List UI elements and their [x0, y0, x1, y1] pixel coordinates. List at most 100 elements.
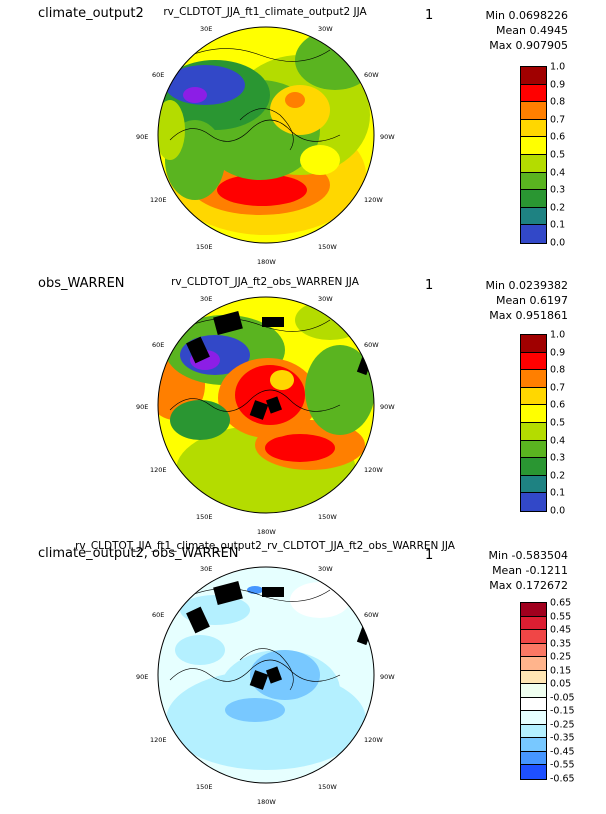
panel-left-label: climate_output2, obs_WARREN — [38, 546, 239, 561]
lon-label: 30E — [200, 295, 212, 303]
colorbar-tick-label: 0.65 — [550, 597, 572, 609]
longitude-labels: 30E 30W 60E 60W 90E 90W 120E 120W 150E 1… — [136, 565, 395, 806]
colorbar-segment — [521, 154, 546, 173]
colorbar-tick-label: 0.8 — [550, 96, 566, 108]
colorbar-segment — [521, 190, 546, 208]
colorbar-tick-label: 0.5 — [550, 417, 566, 429]
polar-map: 30E 30W 60E 60W 90E 90W 120E 120W 150E 1… — [136, 565, 395, 806]
lon-label: 60E — [152, 71, 164, 79]
lon-label: 30W — [318, 295, 333, 303]
colorbar-segment — [521, 724, 546, 739]
colorbar-tick-label: -0.35 — [550, 732, 575, 744]
colorbar-segment — [521, 458, 546, 476]
colorbar-segment — [521, 697, 546, 712]
lon-label: 120E — [150, 466, 167, 474]
colorbar-tick-label: 0.6 — [550, 399, 566, 411]
lon-label: 30W — [318, 25, 333, 33]
colorbar-tick-label: 0.15 — [550, 665, 572, 677]
colorbar-tick-label: 0.9 — [550, 79, 566, 91]
lon-label: 60E — [152, 341, 164, 349]
panel-stats: Min 0.0698226 Mean 0.4945 Max 0.907905 — [486, 8, 569, 53]
lon-label: 90E — [136, 133, 148, 141]
colorbar-tick-label: 0.4 — [550, 435, 566, 447]
colorbar-segment — [521, 630, 546, 644]
colorbar-tick-label: 0.3 — [550, 452, 566, 464]
panel-index-label: 1 — [425, 278, 434, 293]
colorbar-segment — [521, 67, 546, 85]
colorbar-segment — [521, 225, 546, 243]
lon-label: 90W — [380, 133, 395, 141]
lon-label: 120E — [150, 196, 167, 204]
colorbar-tick-label: 0.1 — [550, 219, 566, 231]
colorbar-tick-label: 0.2 — [550, 470, 566, 482]
colorbar-segment — [521, 603, 546, 617]
lon-label: 120W — [364, 466, 383, 474]
panel-title: rv_CLDTOT_JJA_ft2_obs_WARREN JJA — [171, 276, 359, 288]
colorbar-segment — [521, 440, 546, 459]
lon-label: 120W — [364, 736, 383, 744]
colorbar-tick-label: 0.7 — [550, 114, 566, 126]
lon-label: 30W — [318, 565, 333, 573]
colorbar-tick-label: -0.55 — [550, 759, 575, 771]
stat-min: Min -0.583504 — [488, 549, 568, 562]
colorbar-segment — [521, 405, 546, 423]
lon-label: 120E — [150, 736, 167, 744]
colorbar-tick-label: -0.65 — [550, 773, 575, 785]
colorbar-tick-label: 0.6 — [550, 131, 566, 143]
lon-label: 150E — [196, 243, 213, 251]
longitude-labels: 30E 30W 60E 60W 90E 90W 120E 120W 150E 1… — [136, 295, 395, 536]
lon-label: 120W — [364, 196, 383, 204]
colorbar-tick-label: 1.0 — [550, 61, 566, 73]
lon-label: 150W — [318, 513, 337, 521]
colorbar-tick-label: 0.4 — [550, 167, 566, 179]
panel-stats: Min 0.0239382 Mean 0.6197 Max 0.951861 — [486, 278, 569, 323]
lon-label: 60W — [364, 71, 379, 79]
colorbar-segment — [521, 684, 546, 698]
lon-label: 150W — [318, 783, 337, 791]
colorbar-tick-label: -0.25 — [550, 719, 575, 731]
colorbar-tick-label: 0.0 — [550, 237, 566, 249]
colorbar-segment — [521, 335, 546, 353]
colorbar-tick-label: -0.15 — [550, 705, 575, 717]
lon-label: 90W — [380, 673, 395, 681]
stat-min: Min 0.0698226 — [485, 9, 569, 22]
stat-max: Max 0.172672 — [489, 579, 568, 592]
stat-min: Min 0.0239382 — [485, 279, 569, 292]
colorbar-tick-label: -0.05 — [550, 692, 575, 704]
lon-label: 150E — [196, 513, 213, 521]
lon-label: 60W — [364, 611, 379, 619]
panel-index-label: 1 — [425, 548, 434, 563]
lon-label: 180W — [257, 528, 276, 536]
stat-mean: Mean 0.4945 — [496, 24, 568, 37]
colorbar-segment — [521, 475, 546, 494]
colorbar-segment — [521, 137, 546, 155]
polar-map: 30E 30W 60E 60W 90E 90W 120E 120W 150E 1… — [136, 25, 395, 266]
lon-label: 90E — [136, 673, 148, 681]
colorbar-tick-label: 0.3 — [550, 184, 566, 196]
colorbar-segment — [521, 370, 546, 388]
longitude-labels: 30E 30W 60E 60W 90E 90W 120E 120W 150E 1… — [136, 25, 395, 266]
colorbar-segment — [521, 765, 546, 779]
colorbar-tick-label: 0.0 — [550, 505, 566, 517]
colorbar-segment — [521, 643, 546, 658]
stat-mean: Mean -0.1211 — [492, 564, 568, 577]
colorbar-segment — [521, 352, 546, 371]
lon-label: 150W — [318, 243, 337, 251]
colorbar-segment — [521, 172, 546, 191]
stat-max: Max 0.951861 — [489, 309, 568, 322]
colorbar-segment — [521, 670, 546, 685]
colorbar-segment — [521, 102, 546, 120]
colorbar-tick-label: 0.2 — [550, 202, 566, 214]
colorbar-tick-label: 0.1 — [550, 487, 566, 499]
panel-title: rv_CLDTOT_JJA_ft1_climate_output2_rv_CLD… — [75, 540, 455, 552]
panel-index-label: 1 — [425, 8, 434, 23]
colorbar-tick-label: 0.9 — [550, 347, 566, 359]
panel-difference: climate_output2, obs_WARREN rv_CLDTOT_JJ… — [0, 540, 606, 810]
lon-label: 30E — [200, 565, 212, 573]
colorbar-box — [520, 602, 547, 780]
panel-stats: Min -0.583504 Mean -0.1211 Max 0.172672 — [489, 548, 568, 593]
lon-label: 180W — [257, 798, 276, 806]
panel-left-label: climate_output2 — [38, 6, 144, 21]
colorbar-segment — [521, 119, 546, 138]
colorbar-tick-label: -0.45 — [550, 746, 575, 758]
